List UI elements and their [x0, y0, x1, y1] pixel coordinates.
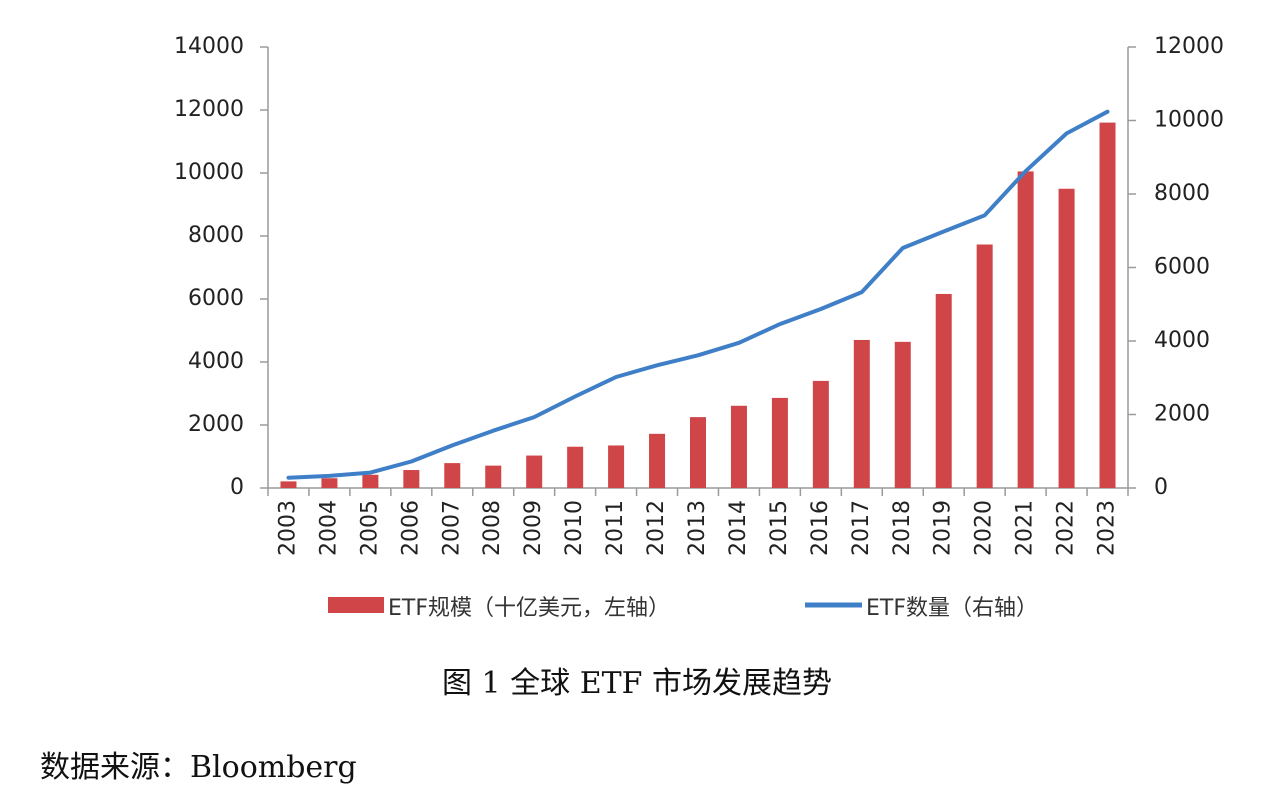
bar-2017 [853, 339, 870, 488]
right-y-tick-label: 12000 [1154, 34, 1224, 59]
right-y-tick-label: 8000 [1154, 181, 1210, 206]
data-source: 数据来源：Bloomberg [40, 750, 357, 785]
bar-2015 [771, 397, 788, 488]
bar-series [280, 122, 1116, 489]
bar-2009 [526, 455, 543, 488]
legend-bar-label: ETF规模（十亿美元，左轴） [388, 596, 670, 621]
right-y-tick-label: 2000 [1154, 402, 1210, 427]
x-tick-label-2011: 2011 [603, 500, 628, 556]
left-y-tick-label: 10000 [174, 160, 244, 185]
bar-2019 [935, 293, 952, 488]
x-tick-label-2019: 2019 [931, 500, 956, 556]
etf-combo-chart: 0 2000 4000 6000 8000 10000 12000 14000 0 2000 400… [174, 34, 1224, 621]
bar-2007 [444, 463, 461, 488]
x-tick-label-2007: 2007 [439, 500, 464, 556]
x-tick-label-2015: 2015 [767, 500, 792, 556]
bar-2011 [608, 445, 625, 488]
right-y-tick-label: 0 [1154, 475, 1168, 500]
bar-2006 [403, 470, 420, 488]
bar-2013 [690, 417, 706, 488]
chart-axes: 0 2000 4000 6000 8000 10000 12000 14000 0 2000 400… [174, 34, 1224, 500]
legend: ETF规模（十亿美元，左轴） ETF数量（右轴） [328, 596, 1038, 621]
x-tick-label-2017: 2017 [849, 500, 874, 556]
right-y-tick-label: 10000 [1154, 108, 1224, 133]
left-y-tick-label: 4000 [188, 349, 244, 374]
bar-2004 [321, 478, 338, 488]
bar-2021 [1017, 171, 1034, 489]
x-tick-label-2023: 2023 [1095, 500, 1120, 556]
left-y-tick-label: 2000 [188, 412, 244, 437]
x-tick-label-2012: 2012 [644, 500, 669, 556]
left-y-tick-label: 12000 [174, 97, 244, 122]
bar-2016 [812, 380, 829, 488]
line-series [286, 109, 1110, 480]
x-tick-label-2016: 2016 [808, 500, 833, 556]
figure-caption: 图 1 全球 ETF 市场发展趋势 [442, 666, 832, 701]
bar-2023 [1099, 122, 1116, 488]
right-y-tick-label: 4000 [1154, 328, 1210, 353]
x-tick-label-2021: 2021 [1013, 500, 1038, 556]
x-tick-label-2006: 2006 [398, 500, 423, 556]
x-tick-label-2008: 2008 [480, 500, 505, 556]
bar-2014 [730, 405, 747, 488]
bar-2012 [649, 433, 666, 488]
left-y-tick-label: 6000 [188, 286, 244, 311]
x-tick-label-2009: 2009 [521, 500, 546, 556]
x-tick-label-2022: 2022 [1054, 500, 1079, 556]
bar-2003 [280, 481, 297, 488]
bar-2010 [567, 446, 584, 488]
x-tick-label-2005: 2005 [357, 500, 382, 556]
x-tick-label-2004: 2004 [316, 500, 341, 556]
x-tick-label-2013: 2013 [685, 500, 710, 556]
bar-2018 [894, 341, 911, 488]
right-y-tick-label: 6000 [1154, 255, 1210, 280]
x-tick-label-2010: 2010 [562, 500, 587, 556]
left-y-tick-label: 14000 [174, 34, 244, 59]
x-tick-label-2020: 2020 [972, 500, 997, 556]
x-tick-labels: 2003 2004 2005 2006 2007 2008 2009 2010 2011 2012… [275, 500, 1119, 556]
left-y-tick-label: 8000 [188, 223, 244, 248]
left-y-tick-label: 0 [230, 475, 244, 500]
bar-2020 [976, 244, 993, 488]
x-tick-label-2018: 2018 [890, 500, 915, 556]
bar-2005 [362, 474, 379, 488]
x-tick-label-2003: 2003 [275, 500, 300, 556]
legend-line-label: ETF数量（右轴） [866, 596, 1038, 621]
x-tick-label-2014: 2014 [726, 500, 751, 556]
legend-bar-swatch [328, 597, 384, 613]
bar-2022 [1058, 188, 1075, 488]
bar-2008 [485, 465, 502, 488]
